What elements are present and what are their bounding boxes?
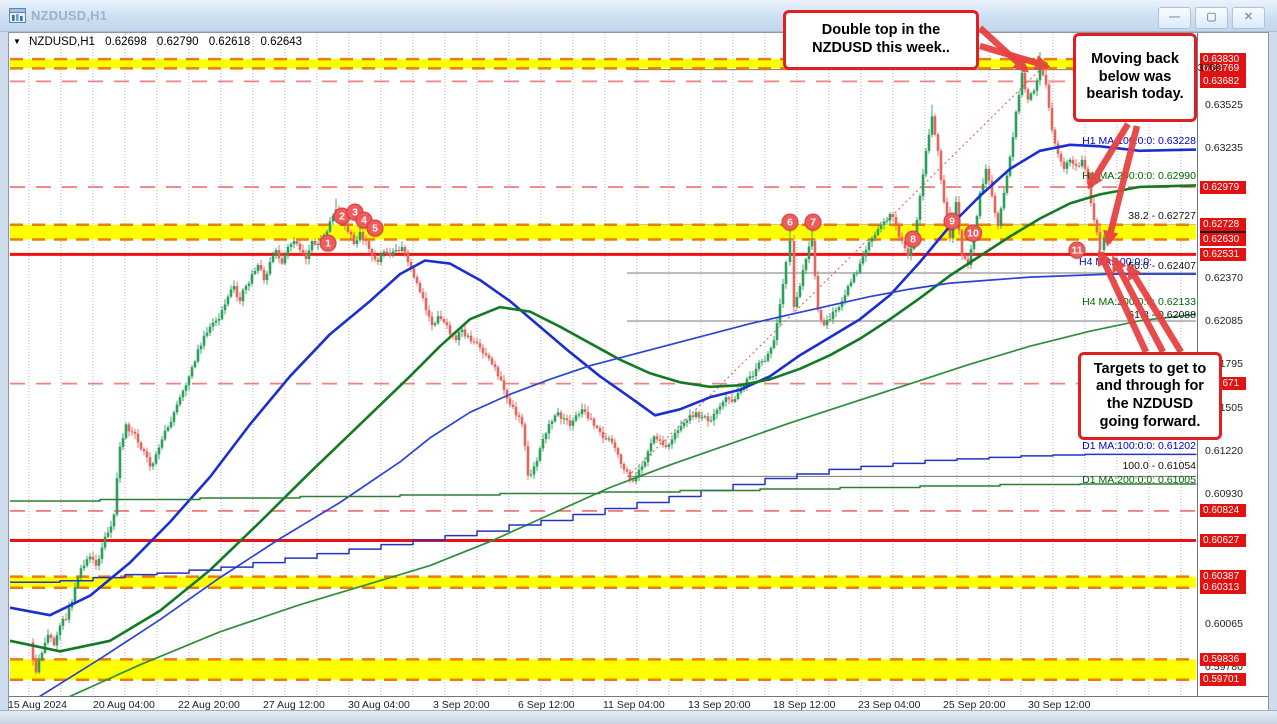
- price-axis-label: 0.59780: [1205, 661, 1243, 674]
- callout-targets: Targets to get to and through for the NZ…: [1078, 352, 1222, 440]
- time-axis-label: 23 Sep 04:00: [858, 699, 921, 711]
- time-axis-label: 6 Sep 12:00: [518, 699, 575, 711]
- price-axis-label: 0.60930: [1205, 488, 1243, 501]
- indicator-label: H1 MA:200:0:0: 0.62990: [1082, 170, 1196, 183]
- chart-marker-11: 11: [1068, 241, 1086, 259]
- callout-bearish-today: Moving back below was bearish today.: [1073, 33, 1197, 122]
- time-axis-label: 27 Aug 12:00: [263, 699, 325, 711]
- chart-marker-6: 6: [781, 213, 799, 231]
- ma-line-h1-ma-100: [10, 143, 1197, 617]
- price-axis-label: 0.62370: [1205, 272, 1243, 285]
- ma-line-d1-ma-100: [10, 453, 1197, 583]
- ma-line-d1-ma-200: [10, 483, 1197, 502]
- time-axis-label: 30 Aug 04:00: [348, 699, 410, 711]
- indicator-label: D1 MA:100:0:0: 0.61202: [1082, 440, 1196, 453]
- price-axis-label: 0.63525: [1205, 98, 1243, 111]
- price-axis-label: 0.62085: [1205, 314, 1243, 327]
- indicator-label: H1 MA:100:0:0: 0.63228: [1082, 134, 1196, 147]
- window-controls: — ▢ ✕: [1158, 7, 1265, 29]
- horizontal-level-lines: [10, 80, 1196, 543]
- level-price-tag: 0.62630: [1200, 233, 1246, 246]
- chart-marker-5: 5: [366, 219, 384, 237]
- indicator-label: 100.0 - 0.61054: [1122, 460, 1196, 473]
- chart-marker-10: 10: [964, 224, 982, 242]
- level-price-tag: 0.62979: [1200, 180, 1246, 194]
- price-axis-label: 0.61505: [1205, 402, 1243, 415]
- level-price-tag: 0.62531: [1200, 247, 1246, 261]
- time-axis-label: 20 Aug 04:00: [93, 699, 155, 711]
- ohlc-symbol: NZDUSD,H1: [29, 36, 95, 48]
- time-axis-label: 30 Sep 12:00: [1028, 699, 1091, 711]
- chart-marker-9: 9: [943, 212, 961, 230]
- price-chart-plot[interactable]: [10, 33, 1197, 696]
- ohlc-header: ▼ NZDUSD,H1 0.62698 0.62790 0.62618 0.62…: [13, 36, 309, 48]
- chart-window-icon: [9, 8, 26, 23]
- time-axis-label: 15 Aug 2024: [8, 699, 67, 711]
- ma-line-h4-ma-100: [38, 273, 1196, 696]
- minimize-button[interactable]: —: [1158, 7, 1191, 29]
- status-bar: [0, 710, 1277, 724]
- level-price-tag: 0.59701: [1200, 673, 1246, 687]
- ma-line-h4-ma-200: [68, 313, 1197, 696]
- indicator-label: 38.2 - 0.62727: [1128, 209, 1196, 222]
- time-axis-divider: [9, 696, 1268, 697]
- price-axis-label: 0.61220: [1205, 444, 1243, 457]
- level-price-tag: 0.60387: [1200, 570, 1246, 584]
- time-axis-label: 11 Sep 04:00: [603, 699, 665, 711]
- level-price-tag: 0.62728: [1200, 218, 1246, 232]
- title-bar: NZDUSD,H1 — ▢ ✕: [0, 0, 1277, 32]
- chart-marker-8: 8: [904, 230, 922, 248]
- ma-line-h1-ma-200: [10, 184, 1197, 653]
- time-axis-label: 22 Aug 20:00: [178, 699, 240, 711]
- ohlc-open: 0.62698: [105, 36, 147, 48]
- level-price-tag: 0.60313: [1200, 581, 1246, 595]
- price-axis-label: 0.61795: [1205, 358, 1243, 371]
- level-price-tag: 0.60824: [1200, 504, 1246, 518]
- price-axis-label: 0.63235: [1205, 142, 1243, 155]
- level-price-tag: 0.59836: [1200, 652, 1246, 666]
- chart-marker-1: 1: [319, 234, 337, 252]
- chevron-down-icon[interactable]: ▼: [13, 37, 21, 46]
- time-axis-label: 18 Sep 12:00: [773, 699, 836, 711]
- grid-lines: [28, 34, 1182, 695]
- ohlc-high: 0.62790: [156, 36, 199, 48]
- ohlc-close: 0.62643: [260, 36, 303, 48]
- time-axis-label: 3 Sep 20:00: [433, 699, 490, 711]
- time-axis-label: 25 Sep 20:00: [943, 699, 1006, 711]
- indicator-label: 50.0 - 0.62407: [1128, 260, 1196, 273]
- maximize-button[interactable]: ▢: [1195, 7, 1228, 29]
- ohlc-low: 0.62618: [208, 36, 251, 48]
- level-price-tag: 0.63769: [1200, 61, 1246, 75]
- price-axis-label: 0.60065: [1205, 618, 1243, 631]
- time-axis-label: 13 Sep 20:00: [688, 699, 751, 711]
- level-price-tag: 0.63682: [1200, 74, 1246, 88]
- callout-double-top: Double top in the NZDUSD this week..: [783, 10, 979, 70]
- window-title: NZDUSD,H1: [31, 8, 108, 23]
- close-button[interactable]: ✕: [1232, 7, 1265, 29]
- chart-marker-7: 7: [804, 213, 822, 231]
- indicator-label: 61.8 - 0.62088: [1128, 308, 1196, 321]
- indicator-label: H4 MA:200:0:0: 0.62133: [1082, 296, 1196, 309]
- level-price-tag: 0.60627: [1200, 534, 1246, 548]
- indicator-label: D1 MA:200:0:0: 0.61005: [1082, 473, 1196, 486]
